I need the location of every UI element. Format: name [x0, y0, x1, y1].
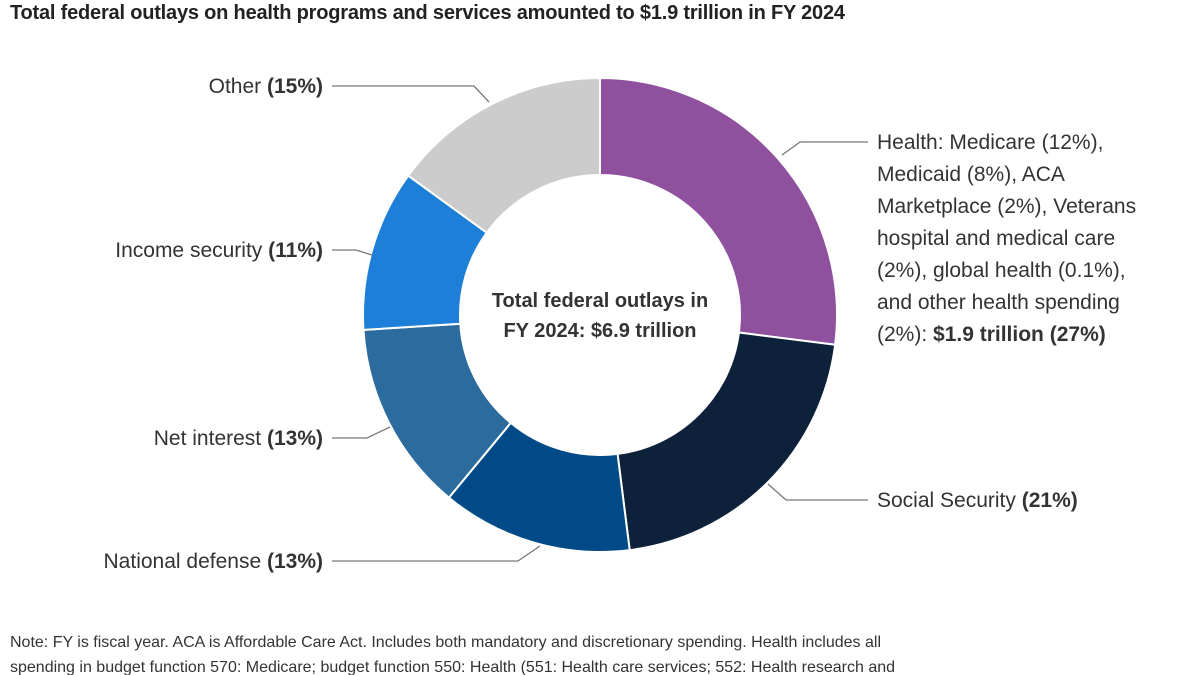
label-line: Health: Medicare (12%), — [877, 131, 1103, 154]
label-national-defense: National defense (13%) — [104, 550, 323, 573]
label-text: Net interest — [154, 427, 267, 450]
label-line: (2%), global health (0.1%), — [877, 259, 1126, 282]
label-text: and other health spending — [877, 291, 1120, 314]
label-text: Other — [209, 75, 267, 98]
label-line: Marketplace (2%), Veterans — [877, 195, 1136, 218]
leader-line-net-interest — [332, 427, 390, 438]
center-label-line: Total federal outlays in — [492, 290, 708, 312]
label-line: (2%): $1.9 trillion (27%) — [877, 323, 1106, 346]
leader-line-health — [782, 142, 868, 155]
label-line: Social Security (21%) — [877, 489, 1078, 512]
label-line: Medicaid (8%), ACA — [877, 163, 1065, 186]
label-line: Other (15%) — [209, 75, 323, 98]
leader-line-social-security — [768, 484, 868, 500]
label-line: and other health spending — [877, 291, 1120, 314]
leader-line-income-security — [332, 250, 372, 255]
label-text: Medicaid (8%), ACA — [877, 163, 1065, 186]
label-value: (21%) — [1022, 489, 1078, 512]
label-text: hospital and medical care — [877, 227, 1115, 250]
label-text: Social Security — [877, 489, 1022, 512]
slices-group — [363, 78, 837, 552]
label-value: $1.9 trillion (27%) — [933, 323, 1106, 346]
label-social-security: Social Security (21%) — [877, 489, 1078, 512]
label-text: Health: Medicare (12%), — [877, 131, 1103, 154]
label-text: (2%): — [877, 323, 933, 346]
label-line: Income security (11%) — [115, 239, 323, 262]
label-health: Health: Medicare (12%), Medicaid (8%), AC… — [877, 131, 1136, 346]
label-line: National defense (13%) — [104, 550, 323, 573]
slice-social-security — [618, 333, 836, 551]
label-value: (13%) — [267, 427, 323, 450]
donut-chart: Health: Medicare (12%), Medicaid (8%), AC… — [0, 0, 1200, 630]
label-line: Net interest (13%) — [154, 427, 323, 450]
label-text: Marketplace (2%), Veterans — [877, 195, 1136, 218]
chart-note: Note: FY is fiscal year. ACA is Affordab… — [10, 630, 1190, 675]
leader-line-national-defense — [332, 546, 540, 561]
label-text: National defense — [104, 550, 267, 573]
note-line-1: Note: FY is fiscal year. ACA is Affordab… — [10, 630, 1190, 655]
label-text: Income security — [115, 239, 268, 262]
leader-line-other — [332, 86, 489, 102]
label-other: Other (15%) — [209, 75, 323, 98]
label-net-interest: Net interest (13%) — [154, 427, 323, 450]
label-line: hospital and medical care — [877, 227, 1115, 250]
note-line-2: spending in budget function 570: Medicar… — [10, 655, 1190, 675]
label-text: (2%), global health (0.1%), — [877, 259, 1126, 282]
label-value: (15%) — [267, 75, 323, 98]
label-value: (13%) — [267, 550, 323, 573]
label-value: (11%) — [268, 239, 323, 262]
label-income-security: Income security (11%) — [115, 239, 323, 262]
center-label: Total federal outlays in FY 2024: $6.9 tr… — [492, 290, 708, 342]
center-label-line: FY 2024: $6.9 trillion — [503, 320, 696, 342]
